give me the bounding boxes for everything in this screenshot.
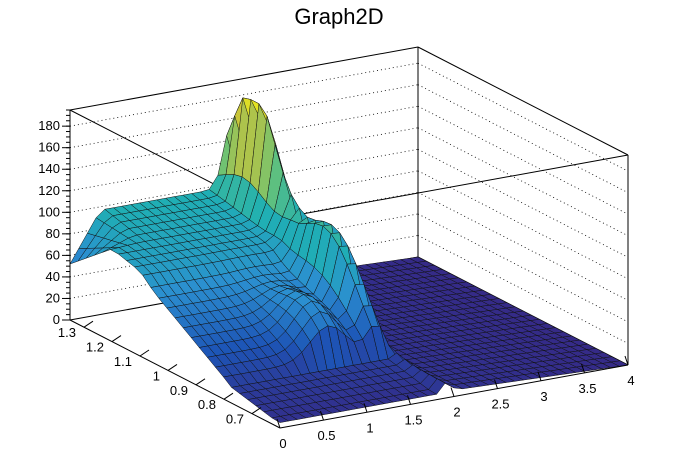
grid-line: [417, 84, 629, 194]
x-tick-label: 4: [627, 373, 634, 388]
x-tick: [624, 355, 629, 366]
y-tick: [223, 392, 234, 400]
x-tick: [407, 395, 411, 405]
x-tick-label: 3.5: [578, 381, 596, 396]
x-axis: 0 0.5 1 1.5 2 2.5 3 3.5 4: [276, 355, 635, 451]
grid-line: [417, 235, 629, 344]
y-tick-label: 0.8: [198, 397, 216, 412]
y-tick: [139, 349, 150, 357]
grid-line: [417, 127, 629, 237]
y-tick-label: 1.3: [58, 325, 76, 340]
y-tick: [111, 335, 122, 343]
x-tick-label: 3: [540, 389, 547, 404]
z-tick-label: 120: [38, 183, 60, 198]
z-tick-label: 40: [46, 269, 60, 284]
y-tick-label: 0.9: [170, 383, 188, 398]
z-tick-label: 160: [38, 140, 60, 155]
chart-title: Graph2D: [294, 4, 383, 29]
x-tick: [537, 371, 542, 381]
y-tick-label: 1.2: [86, 340, 104, 355]
x-tick-label: 2: [453, 405, 460, 420]
y-tick: [83, 320, 94, 328]
x-tick-label: 1.5: [404, 412, 422, 427]
z-tick-label: 80: [46, 226, 60, 241]
y-tick: [195, 378, 206, 386]
grid-line: [417, 105, 629, 215]
box-edge-front-top: [279, 154, 629, 219]
box-edge-right-top: [417, 46, 629, 156]
z-tick-label: 100: [38, 204, 60, 219]
box-edge-left-bottom: [69, 319, 281, 429]
z-tick-label: 60: [46, 247, 60, 262]
x-tick: [494, 379, 498, 389]
x-tick-label: 0: [279, 436, 286, 451]
x-tick: [320, 410, 324, 421]
z-tick-label: 20: [46, 290, 60, 305]
x-tick: [581, 363, 585, 374]
grid-line: [417, 170, 629, 280]
grid-line: [417, 213, 629, 323]
x-tick-label: 2.5: [491, 397, 509, 412]
box-edge-back-top: [69, 46, 419, 111]
grid-line: [417, 148, 629, 258]
y-axis: 0.7 0.8 0.9 1 1.1 1.2 1.3: [58, 320, 262, 427]
grid-line: [69, 62, 419, 127]
z-tick-label: 180: [38, 118, 60, 133]
x-tick-label: 0.5: [317, 428, 335, 443]
z-tick-label: 0: [53, 312, 60, 327]
z-axis: 0 20 40 60 80 100 120 140 160 180: [38, 109, 71, 327]
x-tick-label: 1: [366, 420, 373, 435]
z-tick-label: 140: [38, 161, 60, 176]
grid-line: [417, 192, 629, 301]
y-tick-label: 1: [153, 368, 160, 383]
x-tick: [276, 418, 281, 429]
y-tick: [167, 363, 178, 371]
x-tick: [450, 387, 455, 397]
grid-line: [417, 62, 629, 172]
y-tick: [251, 407, 262, 415]
surface-plot: [69, 97, 629, 423]
y-tick-label: 1.1: [114, 354, 132, 369]
y-tick-label: 0.7: [226, 412, 244, 427]
x-tick: [363, 403, 368, 413]
